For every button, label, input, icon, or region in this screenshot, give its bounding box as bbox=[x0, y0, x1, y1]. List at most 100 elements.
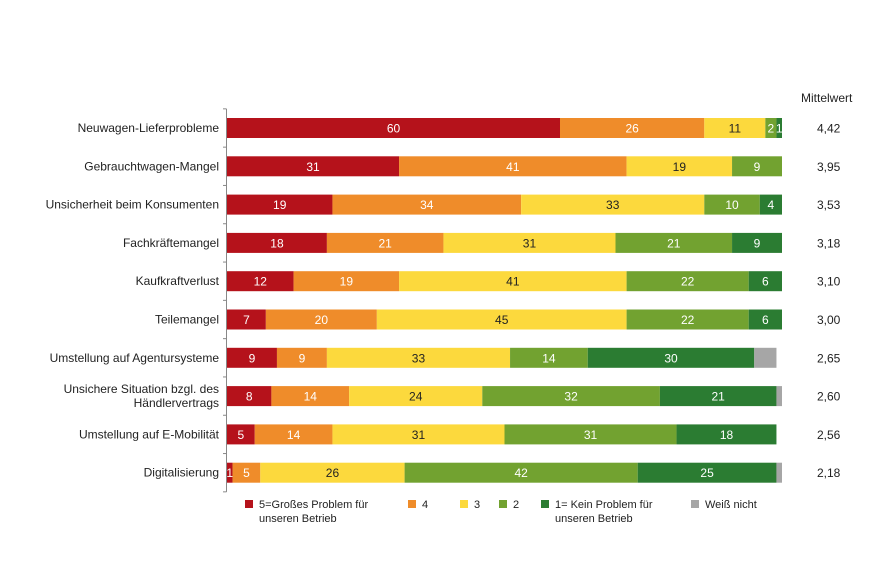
data-label: 20 bbox=[315, 313, 329, 327]
bar-segment bbox=[332, 424, 505, 445]
data-label: 42 bbox=[514, 466, 528, 480]
data-label: 41 bbox=[506, 160, 520, 174]
legend: 5=Großes Problem für unseren Betrieb 4 3 2 1=… bbox=[245, 499, 757, 525]
bar-row: Gebrauchtwagen-Mangel 31 41 19 9 3,95 bbox=[84, 156, 841, 177]
legend-label: 5=Großes Problem für unseren Betrieb bbox=[259, 499, 368, 525]
bar-segment bbox=[637, 462, 777, 483]
data-label: 5 bbox=[243, 466, 250, 480]
category-label: Neuwagen-Lieferprobleme bbox=[78, 121, 220, 135]
data-label: 1 bbox=[776, 122, 783, 136]
data-label: 18 bbox=[720, 428, 734, 442]
data-label: 19 bbox=[340, 275, 354, 289]
bar-segment bbox=[227, 347, 277, 368]
data-label: 24 bbox=[409, 390, 423, 404]
data-label: 11 bbox=[729, 122, 742, 136]
bar-segment bbox=[443, 232, 616, 253]
category-label: Gebrauchtwagen-Mangel bbox=[84, 159, 219, 173]
legend-item: 4 bbox=[408, 499, 428, 511]
data-label: 18 bbox=[270, 236, 284, 250]
data-label: 14 bbox=[287, 428, 301, 442]
legend-swatch bbox=[691, 500, 699, 508]
bar-row: Unsicherheit beim Konsumenten 19 34 33 10 4 3,… bbox=[46, 194, 841, 215]
data-label: 41 bbox=[506, 275, 520, 289]
bar-segment bbox=[326, 232, 444, 253]
bar-segment bbox=[293, 271, 400, 292]
data-label: 12 bbox=[254, 275, 268, 289]
data-label: 19 bbox=[273, 198, 287, 212]
data-label: 34 bbox=[420, 198, 434, 212]
legend-swatch bbox=[460, 500, 468, 508]
bar-segment bbox=[254, 424, 333, 445]
mean-column-header: Mittelwert bbox=[801, 91, 853, 105]
data-label: 4 bbox=[768, 198, 775, 212]
data-label: 9 bbox=[249, 351, 256, 365]
bar-segment bbox=[227, 156, 400, 177]
bar-segment bbox=[615, 232, 733, 253]
bar-segment bbox=[227, 386, 272, 407]
bar-segment bbox=[399, 271, 627, 292]
bar-segment bbox=[227, 462, 233, 483]
mean-value: 2,18 bbox=[817, 466, 841, 480]
bar-segment bbox=[626, 309, 749, 330]
data-label: 22 bbox=[681, 313, 695, 327]
legend-item: 3 bbox=[460, 499, 480, 511]
data-label: 60 bbox=[387, 122, 401, 136]
bar-row: Umstellung auf E-Mobilität 5 14 31 31 18 2,56 bbox=[79, 424, 841, 445]
bar-row: Fachkräftemangel 18 21 31 21 9 3,18 bbox=[123, 232, 841, 253]
legend-swatch bbox=[245, 500, 253, 508]
mean-value: 2,56 bbox=[817, 428, 841, 442]
data-label: 8 bbox=[246, 390, 253, 404]
data-label: 1 bbox=[226, 466, 233, 480]
bar-segment bbox=[659, 386, 777, 407]
data-label: 31 bbox=[584, 428, 598, 442]
category-label: Fachkräftemangel bbox=[123, 236, 219, 250]
legend-label: 1= Kein Problem für unseren Betrieb bbox=[555, 499, 653, 525]
legend-label: 4 bbox=[422, 499, 428, 511]
bar-segment bbox=[626, 156, 733, 177]
mean-value: 2,65 bbox=[817, 351, 841, 365]
bar-segment bbox=[754, 347, 777, 368]
category-label: Digitalisierung bbox=[144, 466, 219, 480]
data-label: 14 bbox=[304, 390, 318, 404]
legend-item: 1= Kein Problem für unseren Betrieb bbox=[541, 499, 653, 525]
bar-segment bbox=[504, 424, 677, 445]
bar-segment bbox=[227, 118, 560, 138]
data-label: 25 bbox=[700, 466, 714, 480]
bar-segment bbox=[332, 194, 522, 215]
bar-segment bbox=[676, 424, 777, 445]
data-label: 21 bbox=[711, 390, 725, 404]
legend-swatch bbox=[499, 500, 507, 508]
mean-value: 3,95 bbox=[817, 160, 841, 174]
data-label: 22 bbox=[681, 275, 695, 289]
bar-segment bbox=[271, 386, 350, 407]
chart-rows: Neuwagen-Lieferprobleme 60 26 11 2 1 4,42Gebra… bbox=[46, 118, 841, 483]
data-label: 45 bbox=[495, 313, 509, 327]
bar-segment bbox=[510, 347, 588, 368]
data-label: 33 bbox=[606, 198, 620, 212]
data-label: 14 bbox=[542, 351, 556, 365]
bar-segment bbox=[748, 271, 782, 292]
category-label: Unsichere Situation bzgl. des Händlervert… bbox=[64, 382, 219, 410]
data-label: 31 bbox=[412, 428, 426, 442]
data-label: 30 bbox=[664, 351, 678, 365]
data-label: 21 bbox=[378, 236, 392, 250]
legend-label: Weiß nicht bbox=[705, 499, 757, 511]
bar-row: Teilemangel 7 20 45 22 6 3,00 bbox=[155, 309, 841, 330]
bar-segment bbox=[704, 118, 766, 138]
data-label: 33 bbox=[412, 351, 426, 365]
bar-row: Digitalisierung 1 5 26 42 25 2,18 bbox=[144, 462, 841, 483]
bar-segment bbox=[732, 232, 782, 253]
bar-row: Kaufkraftverlust 12 19 41 22 6 3,10 bbox=[136, 271, 841, 292]
data-label: 7 bbox=[243, 313, 250, 327]
data-label: 6 bbox=[762, 313, 769, 327]
data-label: 31 bbox=[306, 160, 320, 174]
bar-segment bbox=[587, 347, 755, 368]
category-label: Umstellung auf E-Mobilität bbox=[79, 427, 220, 441]
bar-segment bbox=[265, 309, 377, 330]
bar-row: Neuwagen-Lieferprobleme 60 26 11 2 1 4,42 bbox=[78, 118, 841, 138]
legend-label: 3 bbox=[474, 499, 480, 511]
bar-segment bbox=[765, 118, 777, 138]
data-label: 9 bbox=[754, 236, 761, 250]
bar-segment bbox=[759, 194, 782, 215]
bar-segment bbox=[704, 194, 760, 215]
